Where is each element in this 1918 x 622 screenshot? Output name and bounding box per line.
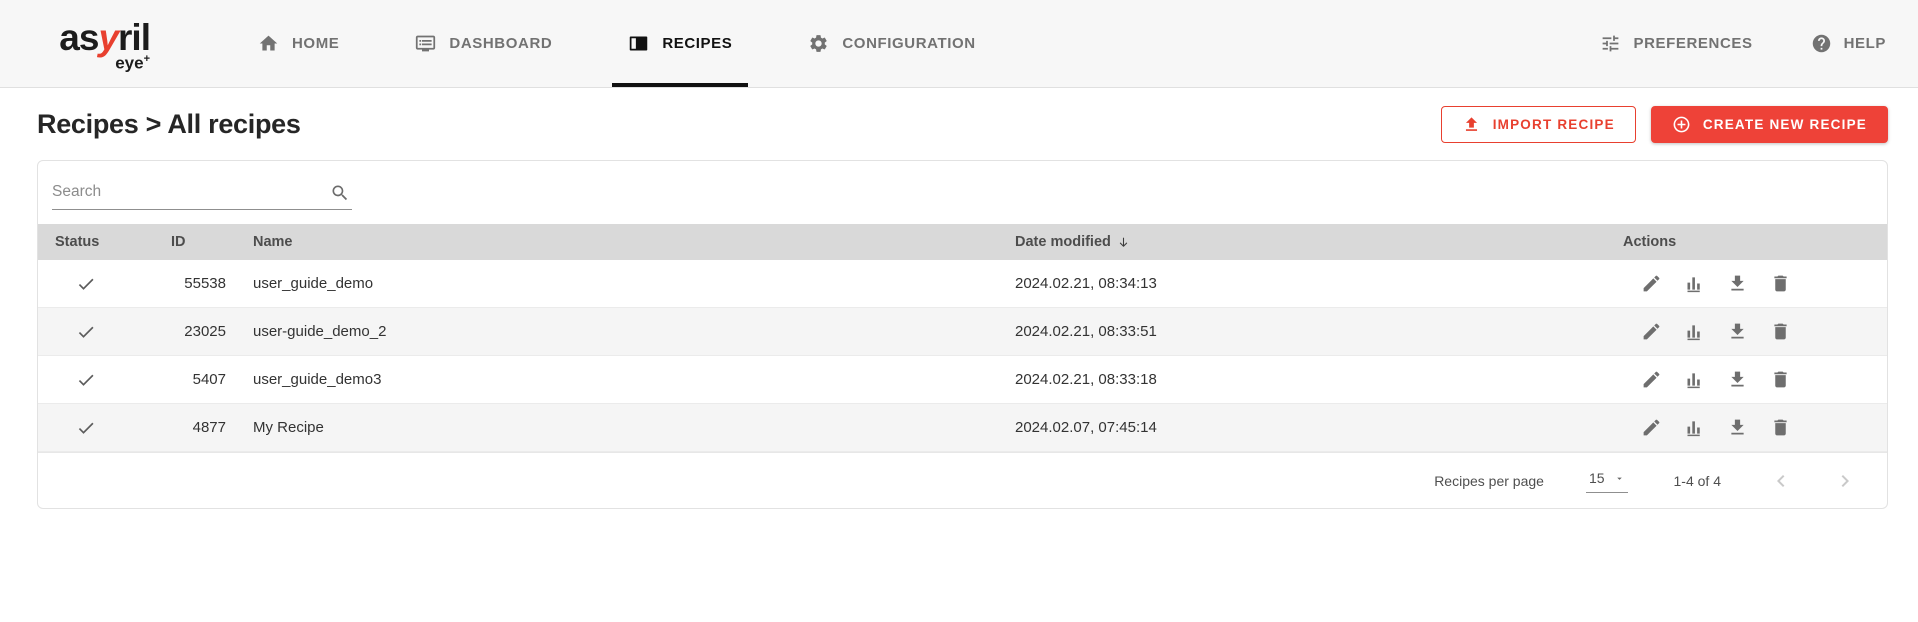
- date-cell: 2024.02.21, 08:33:51: [1015, 323, 1157, 340]
- status-cell: [38, 370, 153, 390]
- preferences-button[interactable]: PREFERENCES: [1600, 33, 1752, 54]
- table-header-row: Status ID Name Date modified Actions: [38, 224, 1887, 260]
- button-label: CREATE NEW RECIPE: [1702, 116, 1867, 132]
- id-cell: 23025: [184, 323, 226, 340]
- status-cell: [38, 322, 153, 342]
- column-header-date-modified[interactable]: Date modified: [1015, 234, 1623, 250]
- delete-trash-icon[interactable]: [1770, 369, 1791, 390]
- download-icon[interactable]: [1727, 273, 1748, 294]
- date-cell: 2024.02.21, 08:33:18: [1015, 371, 1157, 388]
- download-icon[interactable]: [1727, 417, 1748, 438]
- search-icon[interactable]: [330, 183, 350, 203]
- edit-pencil-icon[interactable]: [1641, 273, 1662, 294]
- actions-cell: [1623, 369, 1887, 390]
- checkmark-icon: [78, 374, 94, 386]
- tab-recipes[interactable]: RECIPES: [612, 0, 749, 87]
- page-size-value: 15: [1588, 470, 1605, 486]
- table-row: 4877 My Recipe 2024.02.07, 07:45:14: [38, 404, 1887, 452]
- table-row: 23025 user-guide_demo_2 2024.02.21, 08:3…: [38, 308, 1887, 356]
- delete-trash-icon[interactable]: [1770, 321, 1791, 342]
- actions-cell: [1623, 273, 1887, 294]
- name-cell: user-guide_demo_2: [253, 323, 387, 340]
- download-icon[interactable]: [1727, 369, 1748, 390]
- id-cell: 55538: [184, 275, 226, 292]
- recipes-book-icon: [630, 36, 648, 51]
- tune-sliders-icon: [1603, 35, 1619, 52]
- app-logo[interactable]: asyril eye+: [32, 0, 151, 87]
- table-row: 5407 user_guide_demo3 2024.02.21, 08:33:…: [38, 356, 1887, 404]
- name-cell: user_guide_demo: [253, 275, 374, 292]
- navbar-utilities: PREFERENCES HELP: [1542, 0, 1886, 87]
- date-cell: 2024.02.07, 07:45:14: [1015, 419, 1157, 436]
- recipes-per-page-label: Recipes per page: [1434, 472, 1544, 489]
- checkmark-icon: [78, 422, 94, 434]
- status-cell: [38, 274, 153, 294]
- table-row: 55538 user_guide_demo 2024.02.21, 08:34:…: [38, 260, 1887, 308]
- name-cell: user_guide_demo3: [253, 371, 382, 388]
- main-nav-tabs: HOME DASHBOARD RECIPES CONFIGURATION: [242, 0, 1036, 87]
- edit-pencil-icon[interactable]: [1641, 417, 1662, 438]
- tab-configuration[interactable]: CONFIGURATION: [792, 0, 991, 87]
- column-header-actions: Actions: [1623, 234, 1677, 250]
- checkmark-icon: [78, 278, 94, 290]
- recipes-card: Status ID Name Date modified Actions 555…: [37, 160, 1888, 509]
- top-navbar: asyril eye+ HOME DASHBOARD RECIPES CONFI…: [0, 0, 1918, 88]
- delete-trash-icon[interactable]: [1770, 273, 1791, 294]
- date-cell: 2024.02.21, 08:34:13: [1015, 275, 1157, 292]
- actions-cell: [1623, 321, 1887, 342]
- checkmark-icon: [78, 326, 94, 338]
- home-icon: [259, 35, 278, 51]
- id-cell: 4877: [192, 419, 226, 436]
- chevron-right-icon[interactable]: [1833, 469, 1857, 493]
- statistics-bars-icon[interactable]: [1684, 273, 1705, 294]
- import-recipe-button[interactable]: IMPORT RECIPE: [1440, 105, 1636, 143]
- statistics-bars-icon[interactable]: [1684, 417, 1705, 438]
- pagination-nav: [1769, 469, 1857, 493]
- delete-trash-icon[interactable]: [1770, 417, 1791, 438]
- sort-arrow-down-icon: [1119, 237, 1128, 247]
- pagination-range: 1-4 of 4: [1673, 472, 1721, 489]
- help-button[interactable]: HELP: [1811, 33, 1886, 54]
- page-actions: IMPORT RECIPE CREATE NEW RECIPE: [1440, 105, 1888, 143]
- statistics-bars-icon[interactable]: [1684, 369, 1705, 390]
- tab-label: DASHBOARD: [449, 35, 553, 52]
- download-icon[interactable]: [1727, 321, 1748, 342]
- column-header-id[interactable]: ID: [171, 234, 186, 250]
- tab-home[interactable]: HOME: [242, 0, 355, 87]
- edit-pencil-icon[interactable]: [1641, 321, 1662, 342]
- name-cell: My Recipe: [253, 419, 324, 436]
- tab-label: CONFIGURATION: [842, 35, 976, 52]
- util-label: PREFERENCES: [1633, 35, 1753, 52]
- search-box: [52, 177, 352, 210]
- upload-icon: [1465, 116, 1477, 131]
- table-paginator: Recipes per page 15 1-4 of 4: [38, 452, 1887, 508]
- search-section: [38, 161, 1887, 224]
- gear-icon: [810, 35, 828, 52]
- button-label: IMPORT RECIPE: [1492, 116, 1615, 132]
- breadcrumb-title: Recipes > All recipes: [37, 108, 301, 139]
- plus-circle-icon: [1673, 116, 1690, 132]
- id-cell: 5407: [192, 371, 226, 388]
- column-header-status: Status: [55, 234, 100, 250]
- logo-subtitle: eye+: [115, 53, 150, 73]
- chevron-left-icon[interactable]: [1769, 469, 1793, 493]
- tab-label: RECIPES: [662, 35, 733, 52]
- page-header: Recipes > All recipes IMPORT RECIPE CREA…: [0, 88, 1918, 160]
- actions-cell: [1623, 417, 1887, 438]
- tab-dashboard[interactable]: DASHBOARD: [399, 0, 568, 87]
- page-size-select[interactable]: 15: [1585, 468, 1628, 493]
- tab-label: HOME: [292, 35, 340, 52]
- statistics-bars-icon[interactable]: [1684, 321, 1705, 342]
- caret-down-icon: [1616, 477, 1622, 480]
- column-header-label: Date modified: [1015, 234, 1111, 250]
- util-label: HELP: [1843, 35, 1886, 52]
- column-header-name[interactable]: Name: [253, 234, 293, 250]
- edit-pencil-icon[interactable]: [1641, 369, 1662, 390]
- status-cell: [38, 418, 153, 438]
- help-circle-icon: [1812, 34, 1830, 53]
- create-new-recipe-button[interactable]: CREATE NEW RECIPE: [1650, 105, 1888, 143]
- logo-wordmark: asyril: [59, 17, 151, 59]
- dashboard-icon: [416, 35, 436, 52]
- search-input[interactable]: [52, 177, 352, 210]
